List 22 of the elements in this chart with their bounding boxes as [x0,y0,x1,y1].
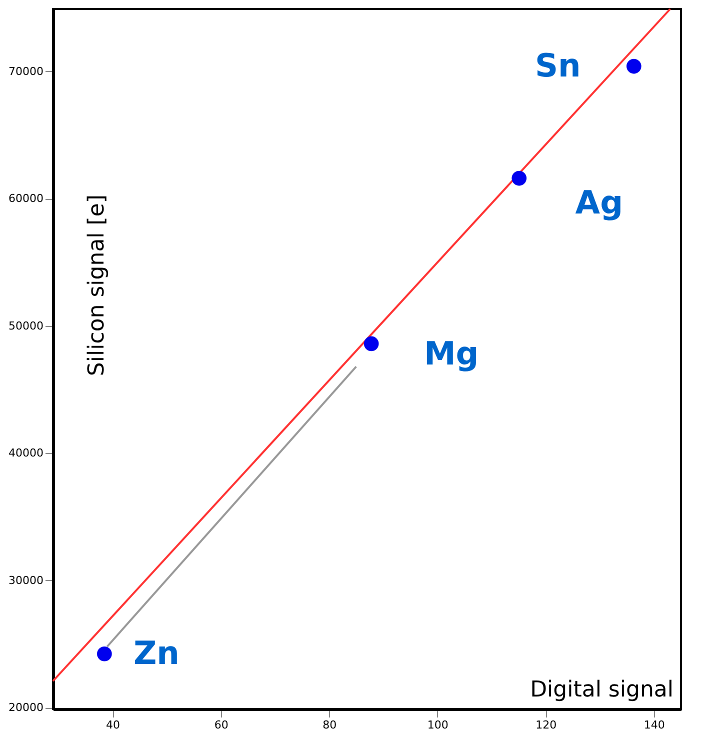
x-axis-title: Digital signal [530,678,674,702]
annotation: Sn [534,46,581,84]
y-tick-label: 30000 [8,574,44,587]
x-tick-label: 120 [536,718,557,732]
y-tick-label: 20000 [8,701,44,714]
annotation: Mg [424,334,479,373]
y-axis-title: Silicon signal [e] [84,194,110,376]
y-tick-label: 70000 [8,64,44,78]
y-tick-label: 60000 [8,192,44,206]
x-tick-label: 100 [427,718,448,732]
point [512,170,527,186]
annotation: Ag [575,183,623,222]
x-tick-label: 60 [214,718,228,732]
y-tick-label: 50000 [8,319,44,332]
x-tick-label: 140 [644,718,665,732]
point [97,646,112,662]
point [626,58,642,74]
point [364,336,379,352]
y-tick-label: 40000 [8,446,44,460]
annotation: Zn [133,634,180,672]
x-tick-label: 40 [106,718,120,732]
x-tick-label: 80 [322,718,337,732]
